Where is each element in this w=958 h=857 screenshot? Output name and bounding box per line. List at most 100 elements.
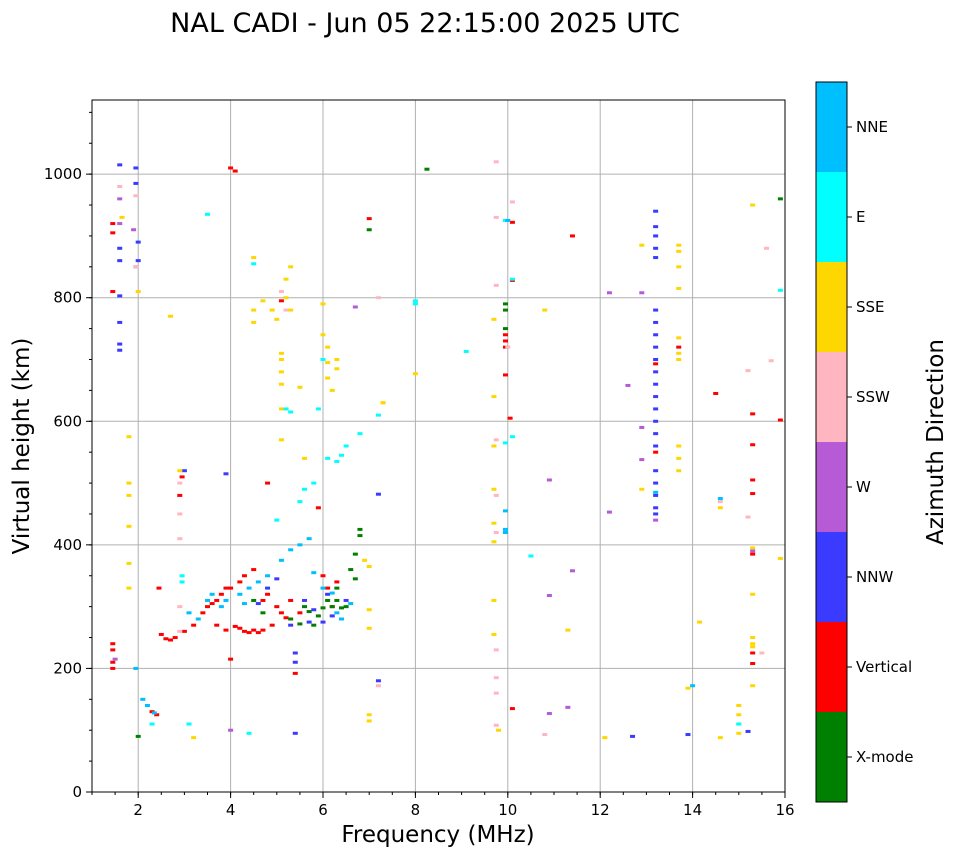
data-point bbox=[491, 540, 497, 544]
data-point bbox=[653, 490, 659, 494]
data-point bbox=[297, 611, 303, 615]
colorbar-swatch bbox=[816, 532, 847, 622]
data-point bbox=[292, 660, 298, 664]
data-point bbox=[228, 586, 234, 590]
data-point bbox=[135, 734, 141, 738]
data-point bbox=[135, 240, 141, 244]
data-point bbox=[745, 369, 751, 373]
data-point bbox=[329, 388, 335, 392]
data-point bbox=[366, 217, 372, 221]
data-point bbox=[117, 185, 123, 188]
data-point bbox=[265, 574, 271, 578]
data-point bbox=[348, 568, 354, 572]
data-point bbox=[110, 666, 116, 670]
data-point bbox=[214, 598, 220, 602]
data-point bbox=[606, 291, 612, 295]
data-point bbox=[362, 558, 368, 562]
data-point bbox=[200, 611, 206, 615]
data-point bbox=[265, 592, 271, 596]
data-point bbox=[228, 728, 234, 732]
data-point bbox=[297, 385, 303, 389]
data-point bbox=[320, 358, 326, 361]
data-point bbox=[352, 552, 358, 556]
colorbar-frame bbox=[815, 81, 848, 803]
data-point bbox=[237, 580, 243, 584]
data-point bbox=[357, 527, 363, 531]
data-point bbox=[717, 506, 723, 510]
data-point bbox=[507, 416, 513, 420]
data-point bbox=[491, 395, 497, 399]
data-point bbox=[315, 407, 321, 411]
data-point bbox=[126, 586, 132, 590]
data-point bbox=[653, 506, 659, 510]
data-point bbox=[676, 351, 682, 355]
data-point bbox=[777, 197, 783, 201]
data-point bbox=[246, 731, 252, 735]
data-point bbox=[288, 265, 294, 269]
grid-lines bbox=[92, 100, 786, 793]
data-point bbox=[297, 500, 303, 504]
data-point bbox=[750, 645, 756, 649]
data-point bbox=[186, 722, 192, 726]
data-point bbox=[140, 697, 146, 701]
data-point bbox=[110, 660, 116, 664]
data-point bbox=[191, 623, 197, 627]
data-point bbox=[745, 729, 751, 733]
data-point bbox=[375, 684, 381, 688]
data-point bbox=[653, 395, 659, 399]
data-point bbox=[117, 348, 123, 352]
data-point bbox=[546, 594, 552, 598]
data-point bbox=[131, 228, 137, 232]
colorbar: X-mode Vertical NNW W SSW SSE E NNE bbox=[815, 81, 913, 803]
data-point bbox=[750, 203, 756, 207]
data-point bbox=[237, 592, 243, 596]
data-point bbox=[218, 605, 224, 609]
data-point bbox=[209, 602, 215, 606]
data-point bbox=[412, 302, 418, 306]
data-point bbox=[750, 412, 756, 416]
data-point bbox=[195, 617, 201, 621]
data-point bbox=[334, 586, 340, 590]
data-point bbox=[750, 443, 756, 447]
data-point bbox=[653, 432, 659, 436]
data-point bbox=[260, 299, 266, 303]
x-tick-label: 8 bbox=[411, 801, 421, 819]
data-point bbox=[325, 361, 331, 365]
data-point bbox=[306, 610, 312, 614]
x-axis-ticks: 2 4 6 8 10 12 14 16 bbox=[91, 792, 795, 819]
data-point bbox=[329, 614, 335, 618]
data-point bbox=[255, 631, 261, 635]
data-point bbox=[736, 722, 742, 726]
colorbar-swatch bbox=[816, 262, 847, 352]
colorbar-swatch bbox=[816, 712, 847, 802]
y-axis-label: Virtual height (km) bbox=[9, 338, 35, 555]
data-point bbox=[209, 592, 215, 596]
data-point bbox=[278, 407, 284, 411]
data-point bbox=[126, 561, 132, 565]
data-point bbox=[292, 651, 298, 655]
data-point bbox=[493, 283, 499, 287]
data-point bbox=[232, 169, 238, 173]
data-point bbox=[653, 512, 659, 516]
data-point bbox=[502, 308, 508, 312]
data-point bbox=[251, 598, 257, 602]
data-point bbox=[375, 413, 381, 417]
chart-title: NAL CADI - Jun 05 22:15:00 2025 UTC bbox=[170, 8, 680, 39]
y-tick-label: 800 bbox=[53, 289, 82, 307]
data-point bbox=[274, 577, 280, 581]
data-point bbox=[653, 407, 659, 411]
data-point bbox=[292, 731, 298, 735]
data-point bbox=[491, 521, 497, 525]
data-point bbox=[117, 222, 123, 226]
colorbar-swatch bbox=[816, 352, 847, 442]
data-point bbox=[288, 623, 294, 627]
data-point bbox=[117, 163, 123, 167]
data-point bbox=[246, 631, 252, 635]
data-point bbox=[736, 731, 742, 735]
data-point bbox=[357, 534, 363, 538]
data-point bbox=[569, 569, 575, 573]
x-tick-label: 14 bbox=[683, 801, 702, 819]
data-point bbox=[676, 345, 682, 349]
data-point bbox=[315, 614, 321, 618]
data-point bbox=[750, 642, 756, 646]
